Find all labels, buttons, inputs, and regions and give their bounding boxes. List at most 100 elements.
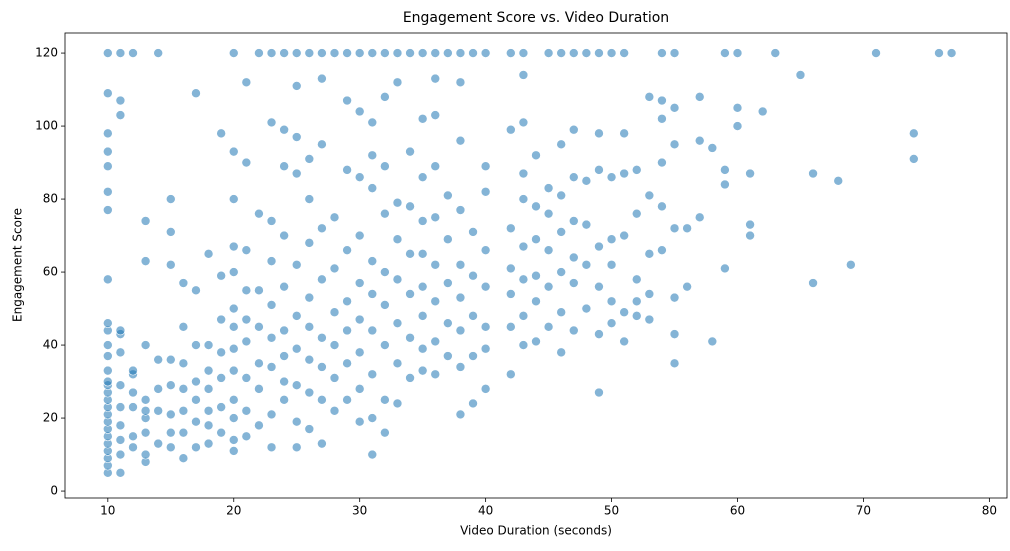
point: [191, 88, 201, 99]
point: [254, 48, 264, 58]
point: [367, 117, 378, 128]
x-tick-label: 80: [982, 504, 997, 518]
point: [417, 249, 428, 259]
point: [329, 373, 340, 383]
point: [329, 307, 340, 318]
point: [354, 384, 365, 394]
point: [644, 314, 655, 325]
point: [405, 249, 415, 259]
y-axis-label: Engagement Score: [11, 208, 25, 322]
point: [254, 420, 264, 431]
point: [140, 340, 151, 350]
point: [732, 103, 743, 113]
y-tick-label: 60: [43, 265, 58, 279]
point: [342, 296, 352, 307]
point: [506, 124, 516, 135]
point: [657, 95, 667, 106]
point: [317, 332, 327, 343]
point: [468, 398, 478, 409]
y-tick-label: 80: [43, 192, 58, 206]
point: [103, 351, 113, 361]
point: [443, 234, 453, 245]
point: [581, 176, 592, 186]
point: [115, 420, 126, 431]
point: [392, 358, 403, 369]
point: [153, 405, 163, 416]
point: [178, 405, 189, 416]
point: [506, 289, 516, 299]
point: [518, 274, 529, 285]
point: [556, 190, 566, 201]
point: [392, 318, 403, 328]
point: [115, 380, 126, 391]
point: [506, 369, 516, 380]
point: [115, 402, 126, 412]
point: [430, 110, 441, 120]
x-tick-label: 30: [352, 504, 367, 518]
point: [354, 314, 365, 325]
point: [228, 146, 239, 157]
point: [480, 281, 491, 292]
point: [241, 314, 252, 325]
point: [329, 48, 340, 58]
point: [304, 387, 315, 398]
point: [317, 362, 327, 372]
point: [619, 230, 629, 241]
point: [279, 48, 289, 58]
point: [720, 179, 730, 190]
point: [140, 395, 151, 405]
point: [317, 395, 327, 405]
point: [619, 128, 629, 139]
point: [216, 314, 226, 325]
point: [153, 354, 163, 365]
point: [405, 373, 415, 383]
point: [480, 322, 491, 332]
point: [846, 259, 856, 270]
point: [531, 150, 541, 161]
point: [392, 398, 403, 409]
point: [304, 424, 315, 434]
point: [581, 259, 592, 270]
point: [631, 165, 642, 175]
point: [518, 340, 529, 350]
point: [468, 48, 478, 58]
point: [367, 289, 378, 299]
point: [304, 238, 315, 248]
point: [342, 395, 352, 405]
point: [380, 161, 390, 172]
point: [266, 332, 277, 343]
point: [669, 103, 680, 113]
point: [707, 143, 718, 153]
point: [115, 110, 126, 120]
point: [115, 468, 126, 478]
point: [342, 95, 352, 106]
point: [631, 296, 642, 307]
point: [165, 227, 176, 237]
point: [581, 48, 592, 58]
point: [480, 245, 491, 255]
point: [468, 351, 478, 361]
point: [568, 48, 579, 58]
point: [291, 259, 302, 270]
point: [203, 438, 214, 449]
point: [682, 281, 692, 292]
point: [581, 219, 592, 230]
point: [909, 128, 919, 139]
point: [619, 48, 629, 58]
point: [468, 311, 478, 321]
point: [480, 343, 491, 354]
point: [455, 48, 466, 58]
points: [103, 48, 957, 478]
point: [556, 307, 566, 318]
point: [354, 230, 365, 241]
point: [228, 322, 239, 332]
point: [103, 318, 113, 328]
point: [216, 347, 226, 358]
point: [241, 285, 252, 296]
point: [417, 48, 428, 58]
point: [228, 194, 239, 204]
point: [430, 296, 441, 307]
point: [506, 322, 516, 332]
point: [480, 186, 491, 197]
